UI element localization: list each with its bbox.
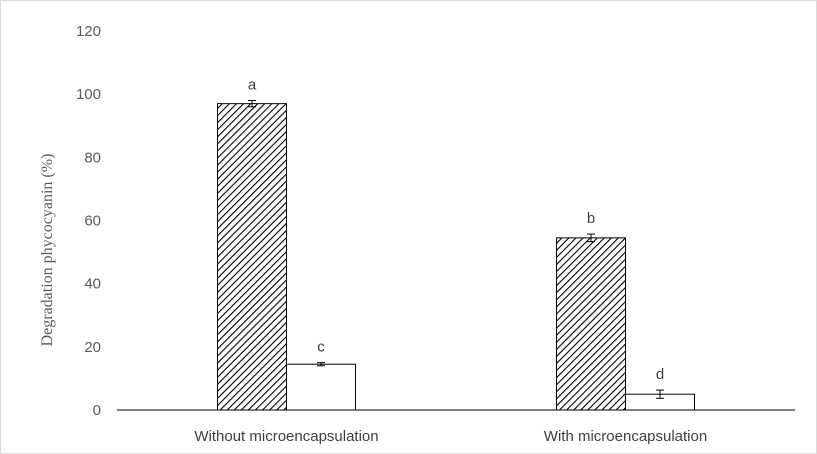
y-tick-label: 80: [84, 149, 101, 166]
significance-letter: a: [248, 76, 257, 93]
y-tick-label: 120: [76, 23, 101, 40]
bars: [217, 103, 695, 411]
significance-letter: c: [317, 339, 325, 356]
bar: [217, 103, 287, 411]
significance-letter: b: [587, 210, 595, 227]
x-axis-categories: Without microencapsulation With microenca…: [194, 428, 707, 445]
y-tick-label: 20: [84, 339, 101, 356]
bar: [286, 363, 356, 411]
y-axis-title: Degradation phycocyanin (%): [39, 154, 56, 347]
category-label: With microencapsulation: [544, 428, 707, 445]
y-tick-label: 40: [84, 276, 101, 293]
bar: [556, 237, 626, 411]
significance-labels: a c b d: [248, 76, 664, 383]
y-tick-label: 60: [84, 213, 101, 230]
y-axis-ticks: 0 20 40 60 80 100 120: [76, 23, 101, 419]
y-tick-label: 100: [76, 86, 101, 103]
y-tick-label: 0: [93, 402, 101, 419]
category-label: Without microencapsulation: [194, 428, 378, 445]
significance-letter: d: [656, 366, 664, 383]
error-bars: [248, 99, 664, 399]
